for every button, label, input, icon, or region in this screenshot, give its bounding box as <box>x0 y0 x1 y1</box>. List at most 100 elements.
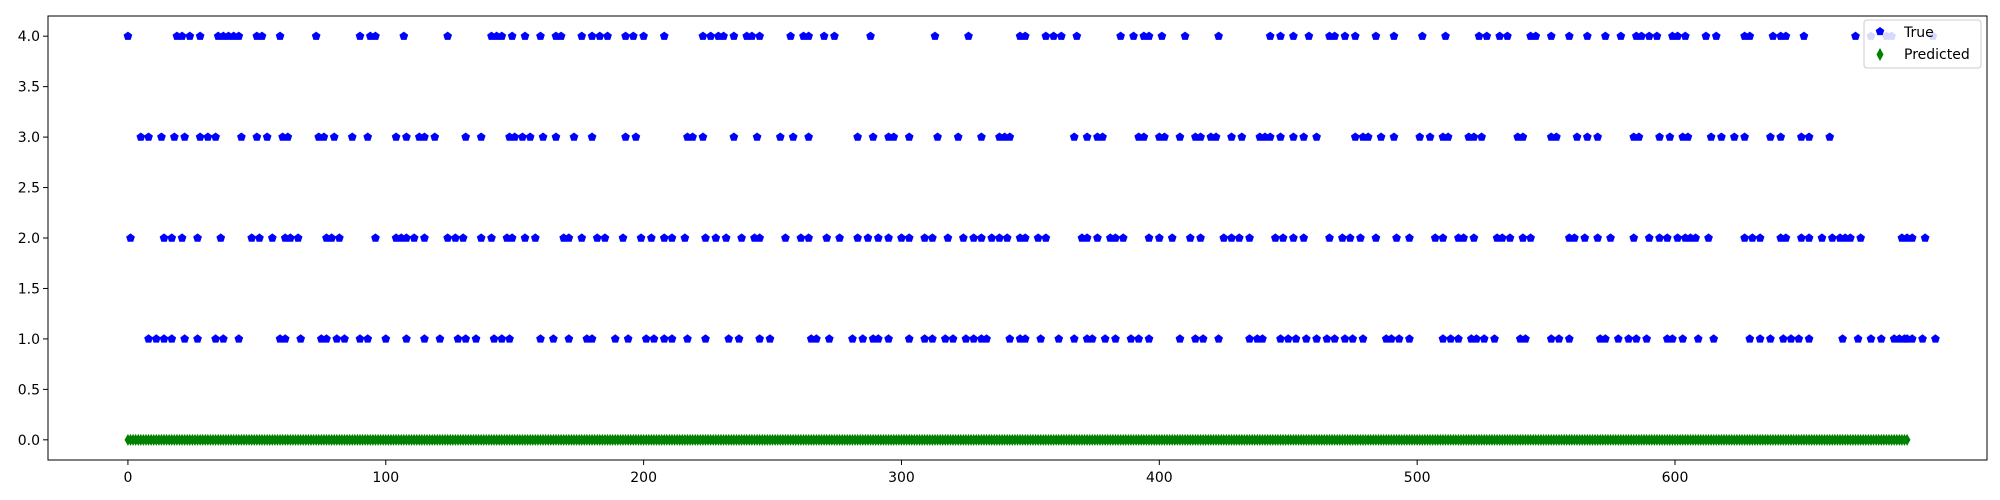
true-point <box>1276 334 1285 343</box>
true-point <box>355 334 365 343</box>
true-point <box>443 233 453 242</box>
true-point <box>1371 31 1381 40</box>
true-point <box>1072 31 1082 40</box>
true-point <box>538 132 548 141</box>
true-point <box>1350 31 1360 40</box>
true-point <box>1348 334 1358 343</box>
true-point <box>1665 132 1675 141</box>
true-point <box>1289 132 1298 141</box>
true-point <box>1005 132 1015 141</box>
true-point <box>347 132 357 141</box>
true-point <box>884 334 893 343</box>
true-point <box>667 233 677 242</box>
true-point <box>1415 132 1425 141</box>
true-point <box>363 334 373 343</box>
true-point <box>1278 233 1288 242</box>
x-tick-label: 0 <box>123 470 132 486</box>
true-point <box>1616 31 1626 40</box>
true-point <box>729 31 739 40</box>
true-point <box>1069 132 1079 141</box>
true-point <box>1564 31 1574 40</box>
true-point <box>1613 334 1623 343</box>
true-point <box>1853 334 1863 343</box>
true-point <box>904 233 914 242</box>
true-point <box>1020 334 1030 343</box>
true-point <box>185 31 195 40</box>
true-point <box>420 233 429 242</box>
true-point <box>1740 132 1749 141</box>
true-point <box>577 233 587 242</box>
legend-marker-true <box>1875 27 1885 36</box>
true-point <box>1430 233 1440 242</box>
true-point <box>507 233 517 242</box>
true-point <box>461 132 471 141</box>
legend: True Predicted <box>1863 19 1982 69</box>
true-point <box>1655 233 1664 242</box>
true-point <box>1289 31 1298 40</box>
true-point <box>193 233 202 242</box>
true-point <box>1570 233 1579 242</box>
true-point <box>1338 233 1347 242</box>
true-point <box>1245 233 1254 242</box>
true-point <box>646 233 656 242</box>
true-point <box>497 31 507 40</box>
true-point <box>688 132 697 141</box>
true-point <box>1554 334 1564 343</box>
true-point <box>525 132 535 141</box>
true-point <box>711 233 721 242</box>
true-point <box>721 233 731 242</box>
y-tick-label: 1.0 <box>18 332 40 348</box>
true-point <box>1582 31 1592 40</box>
true-point <box>195 132 205 141</box>
true-point <box>334 233 344 242</box>
true-point <box>1227 132 1236 141</box>
true-point <box>1693 334 1703 343</box>
true-point <box>1214 334 1223 343</box>
legend-frame <box>1863 19 1982 69</box>
true-point <box>520 31 530 40</box>
true-point <box>1454 334 1463 343</box>
true-point <box>1642 334 1652 343</box>
true-point <box>381 334 391 343</box>
true-point <box>610 334 620 343</box>
true-point <box>1920 233 1930 242</box>
true-point <box>987 233 997 242</box>
true-point <box>1683 132 1693 141</box>
true-point <box>461 334 471 343</box>
true-point <box>280 334 290 343</box>
true-point <box>1041 31 1051 40</box>
true-point <box>1304 31 1314 40</box>
true-point <box>255 233 264 242</box>
true-point <box>982 334 991 343</box>
true-point <box>1655 132 1664 141</box>
true-point <box>1907 334 1917 343</box>
true-point <box>1111 334 1120 343</box>
true-point <box>804 31 814 40</box>
true-point <box>1438 334 1448 343</box>
true-point <box>729 132 739 141</box>
true-point <box>430 132 440 141</box>
true-point <box>853 132 863 141</box>
true-point <box>1111 233 1120 242</box>
true-point <box>1049 31 1058 40</box>
true-point <box>319 132 329 141</box>
true-point <box>904 334 914 343</box>
true-point <box>1301 334 1311 343</box>
true-point <box>961 334 971 343</box>
true-point <box>1020 31 1030 40</box>
true-point <box>1745 334 1755 343</box>
true-point <box>476 132 486 141</box>
true-point <box>631 132 641 141</box>
true-point <box>1276 31 1285 40</box>
true-point <box>1582 132 1592 141</box>
true-point <box>1521 334 1530 343</box>
true-point <box>1394 334 1404 343</box>
true-point <box>177 233 187 242</box>
true-point <box>180 334 190 343</box>
x-tick-label: 600 <box>1662 470 1689 486</box>
y-tick-label: 2.5 <box>18 181 40 197</box>
true-point <box>505 334 514 343</box>
x-axis: 0 100 200 300 400 500 600 <box>123 460 1688 486</box>
true-point <box>1673 31 1682 40</box>
